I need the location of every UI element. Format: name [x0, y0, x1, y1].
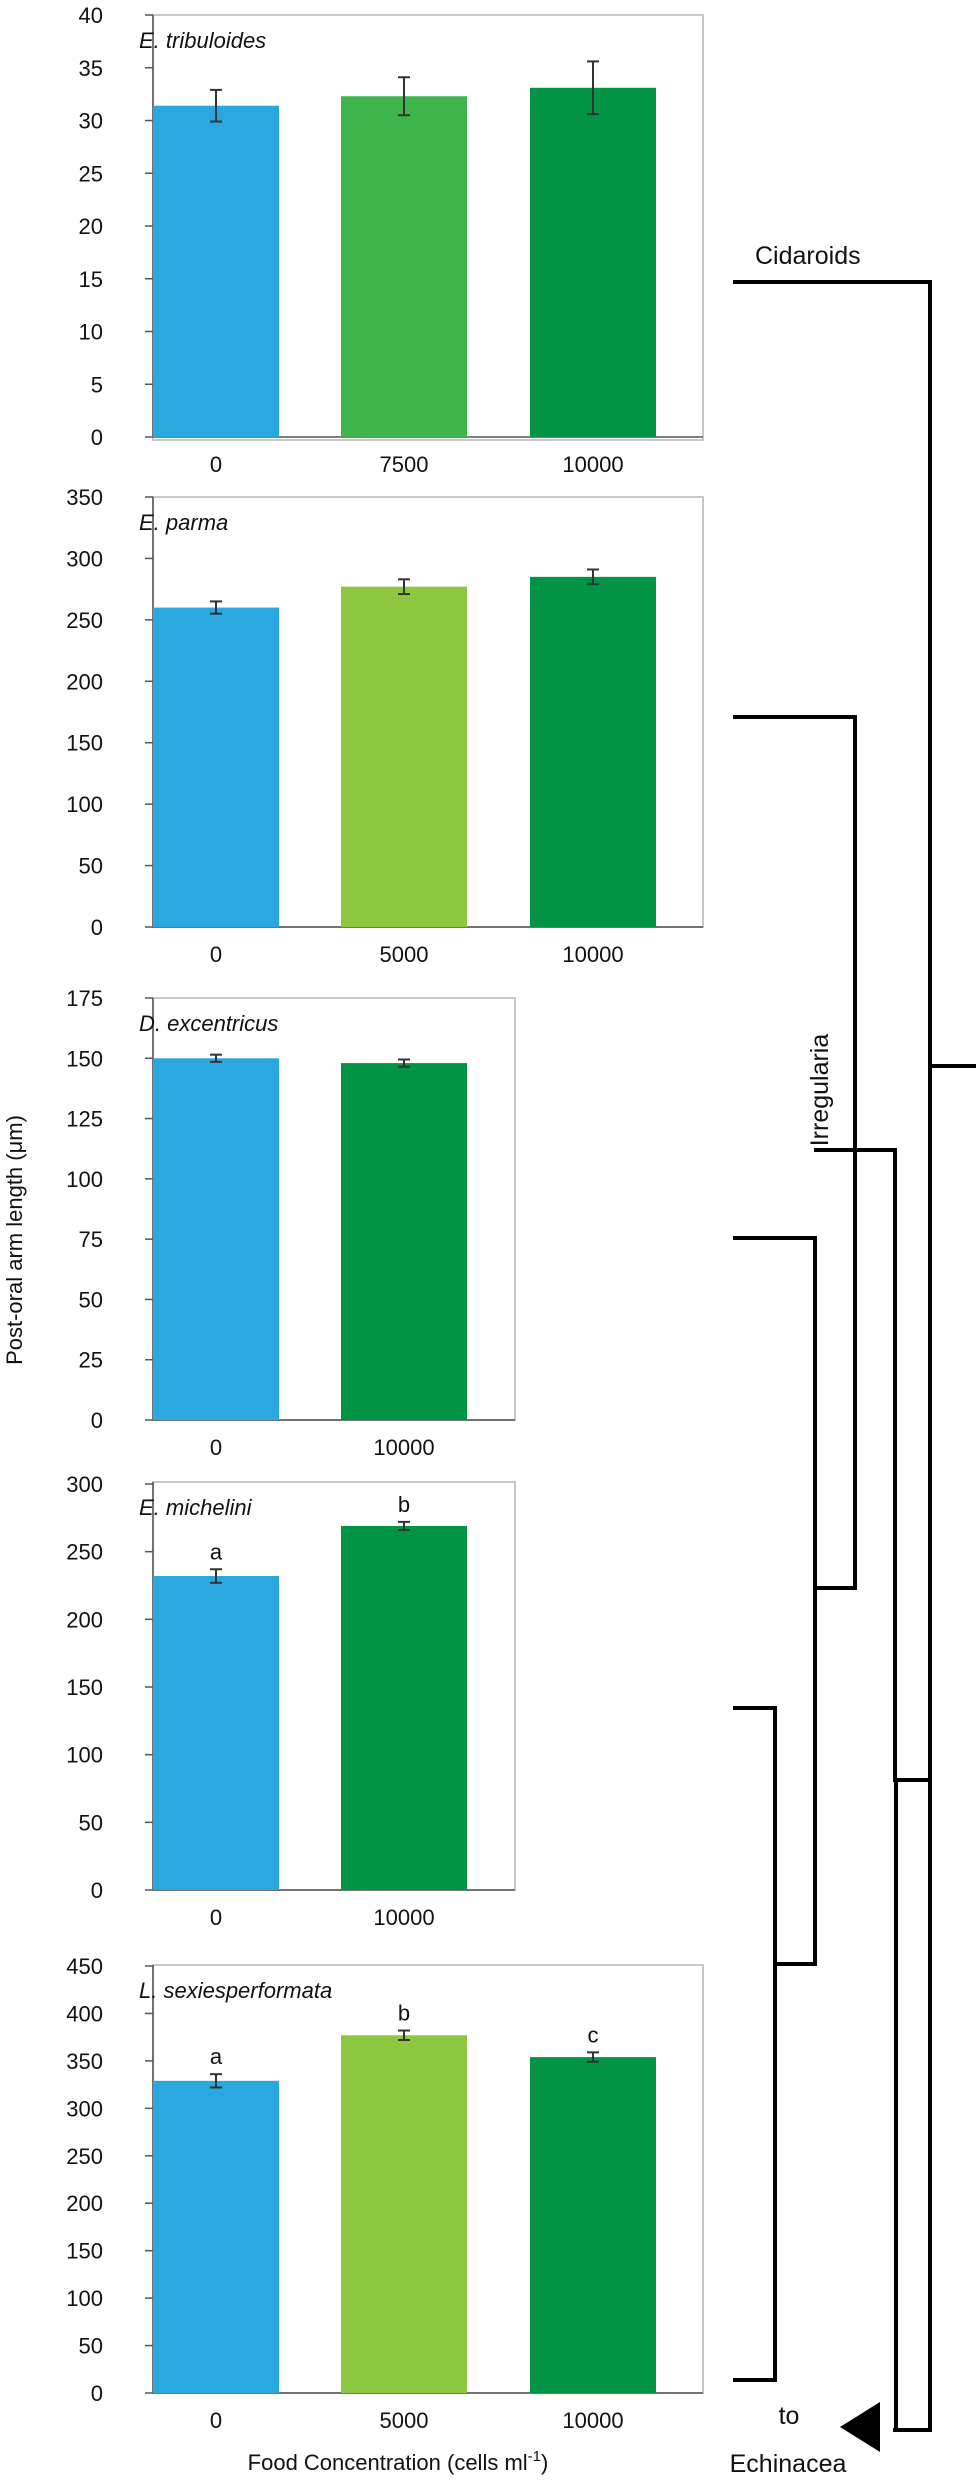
bar [341, 586, 467, 927]
y-tick-label: 200 [66, 669, 103, 694]
bar [153, 105, 279, 437]
x-axis-label-close: ) [541, 2450, 548, 2475]
x-tick-label: 7500 [380, 452, 429, 477]
significance-letter: a [210, 2044, 223, 2069]
tree-label-echinacea: Echinacea [730, 2450, 847, 2478]
y-tick-label: 0 [91, 915, 103, 940]
y-tick-label: 300 [66, 1472, 103, 1497]
y-tick-label: 200 [66, 1607, 103, 1632]
y-tick-label: 40 [79, 3, 103, 28]
y-tick-label: 150 [66, 731, 103, 756]
y-tick-label: 25 [79, 1348, 103, 1373]
y-tick-label: 350 [66, 2049, 103, 2074]
x-tick-label: 10000 [373, 1905, 434, 1930]
y-axis-label: Post-oral arm length (μm) [2, 1115, 27, 1365]
x-tick-label: 0 [210, 1435, 222, 1460]
y-tick-label: 0 [91, 1878, 103, 1903]
y-tick-label: 20 [79, 214, 103, 239]
y-tick-label: 100 [66, 1743, 103, 1768]
chart-panel-4: 0 50 100 150 200 250 300 E. michelini 0 a 10000 b [66, 1472, 516, 1930]
chart-title: E. parma [139, 510, 228, 535]
x-tick-label: 5000 [380, 2408, 429, 2433]
x-tick-label: 10000 [562, 942, 623, 967]
significance-letter: b [398, 2001, 410, 2026]
x-tick-label: 10000 [562, 2408, 623, 2433]
y-tick-label: 250 [66, 1540, 103, 1565]
tree-label-irregularia: Irregularia [806, 1034, 834, 1147]
bar [153, 607, 279, 927]
y-tick-label: 100 [66, 1167, 103, 1192]
bar [341, 96, 467, 438]
chart-title: E. michelini [139, 1495, 253, 1520]
y-tick-label: 200 [66, 2191, 103, 2216]
y-tick-label: 300 [66, 546, 103, 571]
y-tick-label: 50 [79, 854, 103, 879]
phylogenetic-tree [733, 280, 976, 2452]
y-tick-label: 100 [66, 792, 103, 817]
bar [341, 1063, 467, 1420]
chart-panel-1: 0 5 10 15 20 25 30 35 40 E. tribuloides 0 7500 10000 [79, 3, 704, 477]
tree-label-to: to [779, 2402, 800, 2430]
significance-letter: a [210, 1539, 223, 1564]
chart-panel-5: 0 50 100 150 200 250 300 350 400 450 L. sexiesperf… [66, 1954, 704, 2433]
y-tick-label: 450 [66, 1954, 103, 1979]
x-tick-label: 0 [210, 942, 222, 967]
y-tick-label: 0 [91, 2381, 103, 2406]
x-axis-label-superscript: -1 [528, 2448, 541, 2465]
y-tick-label: 30 [79, 109, 103, 134]
y-tick-label: 75 [79, 1227, 103, 1252]
y-tick-label: 15 [79, 267, 103, 292]
bar [530, 87, 656, 438]
y-tick-label: 175 [66, 986, 103, 1011]
y-tick-label: 50 [79, 2334, 103, 2359]
tree-label-cidaroids: Cidaroids [755, 242, 861, 270]
bar [153, 1058, 279, 1420]
bar [153, 1576, 279, 1890]
chart-title: L. sexiesperformata [139, 1978, 332, 2003]
significance-letter: b [398, 1492, 410, 1517]
y-tick-label: 150 [66, 1046, 103, 1071]
x-tick-label: 10000 [562, 452, 623, 477]
arrow-icon [840, 2402, 880, 2452]
y-tick-label: 0 [91, 1408, 103, 1433]
y-tick-label: 250 [66, 2144, 103, 2169]
chart-title: D. excentricus [139, 1011, 278, 1036]
y-tick-label: 100 [66, 2286, 103, 2311]
chart-title: E. tribuloides [139, 28, 266, 53]
x-tick-label: 0 [210, 1905, 222, 1930]
bar [341, 1525, 467, 1890]
x-tick-label: 5000 [380, 942, 429, 967]
y-tick-label: 5 [91, 372, 103, 397]
x-axis-label: Food Concentration (cells ml-1) [248, 2448, 549, 2475]
y-tick-label: 125 [66, 1107, 103, 1132]
bar [530, 2057, 656, 2393]
y-tick-label: 400 [66, 2001, 103, 2026]
chart-panel-3: 0 25 50 75 100 125 150 175 D. excentricus 0 10000 [66, 986, 516, 1460]
y-tick-label: 150 [66, 2239, 103, 2264]
x-tick-label: 10000 [373, 1435, 434, 1460]
y-tick-label: 300 [66, 2096, 103, 2121]
significance-letter: c [588, 2022, 599, 2047]
y-tick-label: 0 [91, 425, 103, 450]
y-tick-label: 10 [79, 320, 103, 345]
y-tick-label: 50 [79, 1287, 103, 1312]
x-tick-label: 0 [210, 452, 222, 477]
y-tick-label: 35 [79, 56, 103, 81]
chart-panel-2: 0 50 100 150 200 250 300 350 E. parma 0 5000 10000 [66, 485, 704, 967]
x-axis-label-main: Food Concentration (cells ml [248, 2450, 528, 2475]
y-tick-label: 50 [79, 1810, 103, 1835]
bar [341, 2035, 467, 2393]
x-tick-label: 0 [210, 2408, 222, 2433]
y-tick-label: 25 [79, 161, 103, 186]
y-tick-label: 150 [66, 1675, 103, 1700]
y-tick-label: 250 [66, 608, 103, 633]
bar [153, 2080, 279, 2393]
y-tick-label: 350 [66, 485, 103, 510]
bar [530, 576, 656, 927]
